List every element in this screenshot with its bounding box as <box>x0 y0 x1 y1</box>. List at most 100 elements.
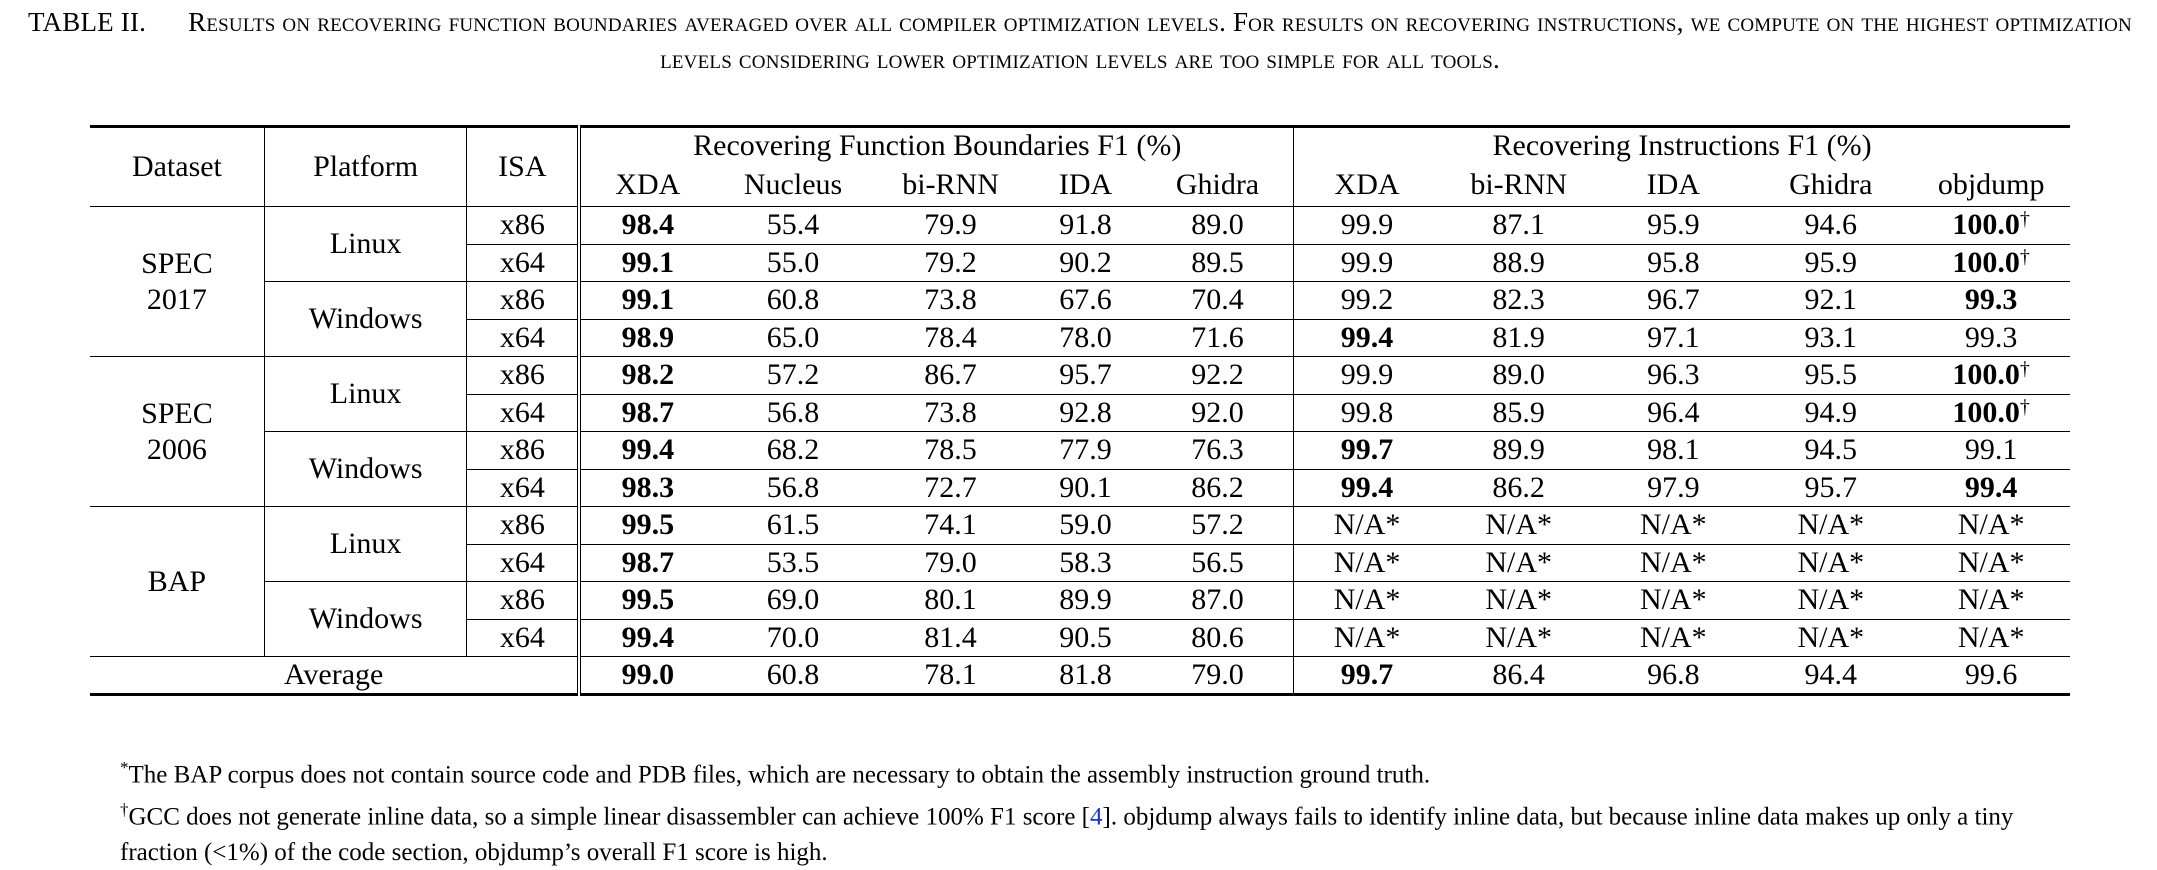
header-fb-tool: XDA <box>577 164 715 207</box>
ins-value-cell: N/A* <box>1439 544 1598 582</box>
caption-text: Results on recovering function boundarie… <box>188 7 2132 74</box>
ins-value-cell: N/A* <box>1439 619 1598 657</box>
table-row: x64 98.7 53.5 79.0 58.3 56.5 N/A* N/A* N/A* N/A* N… <box>90 544 2070 582</box>
ins-value: 99.8 <box>1340 395 1394 429</box>
dataset-name-line: SPEC <box>141 396 213 430</box>
table-row: x64 98.3 56.8 72.7 90.1 86.2 99.4 86.2 97.9 95.7 9… <box>90 469 2070 507</box>
isa-cell: x86 <box>466 506 580 545</box>
ins-value-cell: 94.6 <box>1749 206 1913 245</box>
fb-value-cell: 89.9 <box>1029 581 1142 620</box>
ins-value: 95.5 <box>1804 358 1858 392</box>
ins-value-cell: N/A* <box>1293 506 1440 545</box>
ins-value-cell: 99.4 <box>1912 469 2070 507</box>
fb-value-cell: 90.1 <box>1029 469 1142 507</box>
header-dataset: Dataset <box>90 126 265 207</box>
fb-value-cell: 56.8 <box>714 394 872 432</box>
ins-value-cell: N/A* <box>1749 619 1913 657</box>
ins-value: 99.7 <box>1340 433 1394 467</box>
ins-value: N/A* <box>1333 508 1401 542</box>
fb-value-cell: 69.0 <box>714 581 872 620</box>
fb-value-cell: 99.4 <box>577 619 715 657</box>
fb-value-cell: 98.3 <box>577 469 715 507</box>
average-fb-cell: 60.8 <box>714 656 872 696</box>
ins-value-cell: 99.9 <box>1293 244 1440 282</box>
ins-value: 97.1 <box>1647 320 1700 354</box>
ins-value: 89.0 <box>1492 358 1545 392</box>
isa-cell: x64 <box>466 619 580 657</box>
ins-value-cell: N/A* <box>1439 581 1598 620</box>
fb-value-cell: 77.9 <box>1029 431 1142 470</box>
ins-value: N/A* <box>1957 545 2025 579</box>
table-head: Dataset Platform ISA Recovering Function… <box>90 126 2070 207</box>
fb-value-cell: 81.4 <box>871 619 1030 657</box>
footnote-star-text: The BAP corpus does not contain source c… <box>128 761 1431 789</box>
ins-value: 94.5 <box>1804 433 1858 467</box>
table-row: x64 99.1 55.0 79.2 90.2 89.5 99.9 88.9 95.8 95.9 1… <box>90 244 2070 282</box>
fb-value-cell: 99.1 <box>577 244 715 282</box>
ins-value-cell: 93.1 <box>1749 319 1913 357</box>
fb-value-cell: 76.3 <box>1141 431 1294 470</box>
ins-value: 93.1 <box>1804 320 1858 354</box>
table-body: SPEC 2017 Linux x86 98.4 55.4 79.9 91.8 89.0 99.9… <box>90 206 2070 696</box>
table-row: Windows x86 99.5 69.0 80.1 89.9 87.0 N/A* N/A* N/… <box>90 581 2070 657</box>
fb-value-cell: 79.2 <box>871 244 1030 282</box>
dataset-name-line: 2006 <box>146 432 207 466</box>
fb-value-cell: 92.2 <box>1141 356 1294 395</box>
table-row: SPEC 2017 Linux x86 98.4 55.4 79.9 91.8 89.0 99.9… <box>90 206 2070 357</box>
ins-value-cell: 99.7 <box>1293 431 1440 470</box>
ins-value-cell: N/A* <box>1597 506 1750 545</box>
ins-value: 100.0 <box>1952 395 2020 429</box>
average-ins-cell: 99.7 <box>1293 656 1440 696</box>
fb-value-cell: 86.7 <box>871 356 1030 395</box>
header-fb-tool: bi-RNN <box>871 164 1030 207</box>
ins-value-cell: N/A* <box>1597 619 1750 657</box>
ins-value: 88.9 <box>1492 245 1545 279</box>
ins-value: N/A* <box>1639 620 1707 654</box>
ins-value-cell: N/A* <box>1912 544 2070 582</box>
ins-value: N/A* <box>1797 545 1865 579</box>
fb-value-cell: 98.7 <box>577 544 715 582</box>
ins-value-cell: 99.9 <box>1293 356 1440 395</box>
fb-value-cell: 79.9 <box>871 206 1030 245</box>
fb-value-cell: 53.5 <box>714 544 872 582</box>
ins-value-cell: N/A* <box>1912 581 2070 620</box>
average-row: Average 99.0 60.8 78.1 81.8 79.0 99.7 86.4 96.8 9… <box>90 656 2070 696</box>
dagger-mark: † <box>2019 395 2030 418</box>
ins-value-cell: 98.1 <box>1597 431 1750 470</box>
fb-value-cell: 59.0 <box>1029 506 1142 545</box>
fb-value-cell: 99.4 <box>577 431 715 470</box>
ins-value-cell: N/A* <box>1749 581 1913 620</box>
ins-value-cell: 95.7 <box>1749 469 1913 507</box>
fb-value-cell: 56.8 <box>714 469 872 507</box>
header-isa: ISA <box>466 126 580 207</box>
citation-link[interactable]: 4 <box>1090 803 1103 831</box>
ins-value: N/A* <box>1797 620 1865 654</box>
fb-value-cell: 89.5 <box>1141 244 1294 282</box>
dataset-name: SPEC 2006 <box>90 356 265 507</box>
ins-value: N/A* <box>1333 620 1401 654</box>
footnotes: *The BAP corpus does not contain source … <box>120 750 2040 870</box>
fb-value-cell: 98.2 <box>577 356 715 395</box>
ins-value-cell: 81.9 <box>1439 319 1598 357</box>
dataset-name: SPEC 2017 <box>90 206 265 357</box>
ins-value: N/A* <box>1957 620 2025 654</box>
ins-value: N/A* <box>1957 508 2025 542</box>
ins-value: 82.3 <box>1492 283 1545 317</box>
ins-value: N/A* <box>1333 583 1401 617</box>
fb-value-cell: 87.0 <box>1141 581 1294 620</box>
fb-value-cell: 90.5 <box>1029 619 1142 657</box>
ins-value-cell: 94.9 <box>1749 394 1913 432</box>
platform-name: Windows <box>263 281 467 357</box>
table-caption: TABLE II. Results on recovering function … <box>10 4 2150 78</box>
ins-value-cell: 92.1 <box>1749 281 1913 320</box>
ins-value-cell: 99.3 <box>1912 281 2070 320</box>
fb-value-cell: 90.2 <box>1029 244 1142 282</box>
fb-value-cell: 91.8 <box>1029 206 1142 245</box>
ins-value: 100.0 <box>1952 208 2020 242</box>
ins-value: N/A* <box>1485 545 1552 579</box>
isa-cell: x86 <box>466 431 580 470</box>
fb-value-cell: 65.0 <box>714 319 872 357</box>
ins-value: 99.9 <box>1340 245 1394 279</box>
ins-value: N/A* <box>1485 620 1552 654</box>
ins-value: 99.4 <box>1964 470 2018 504</box>
